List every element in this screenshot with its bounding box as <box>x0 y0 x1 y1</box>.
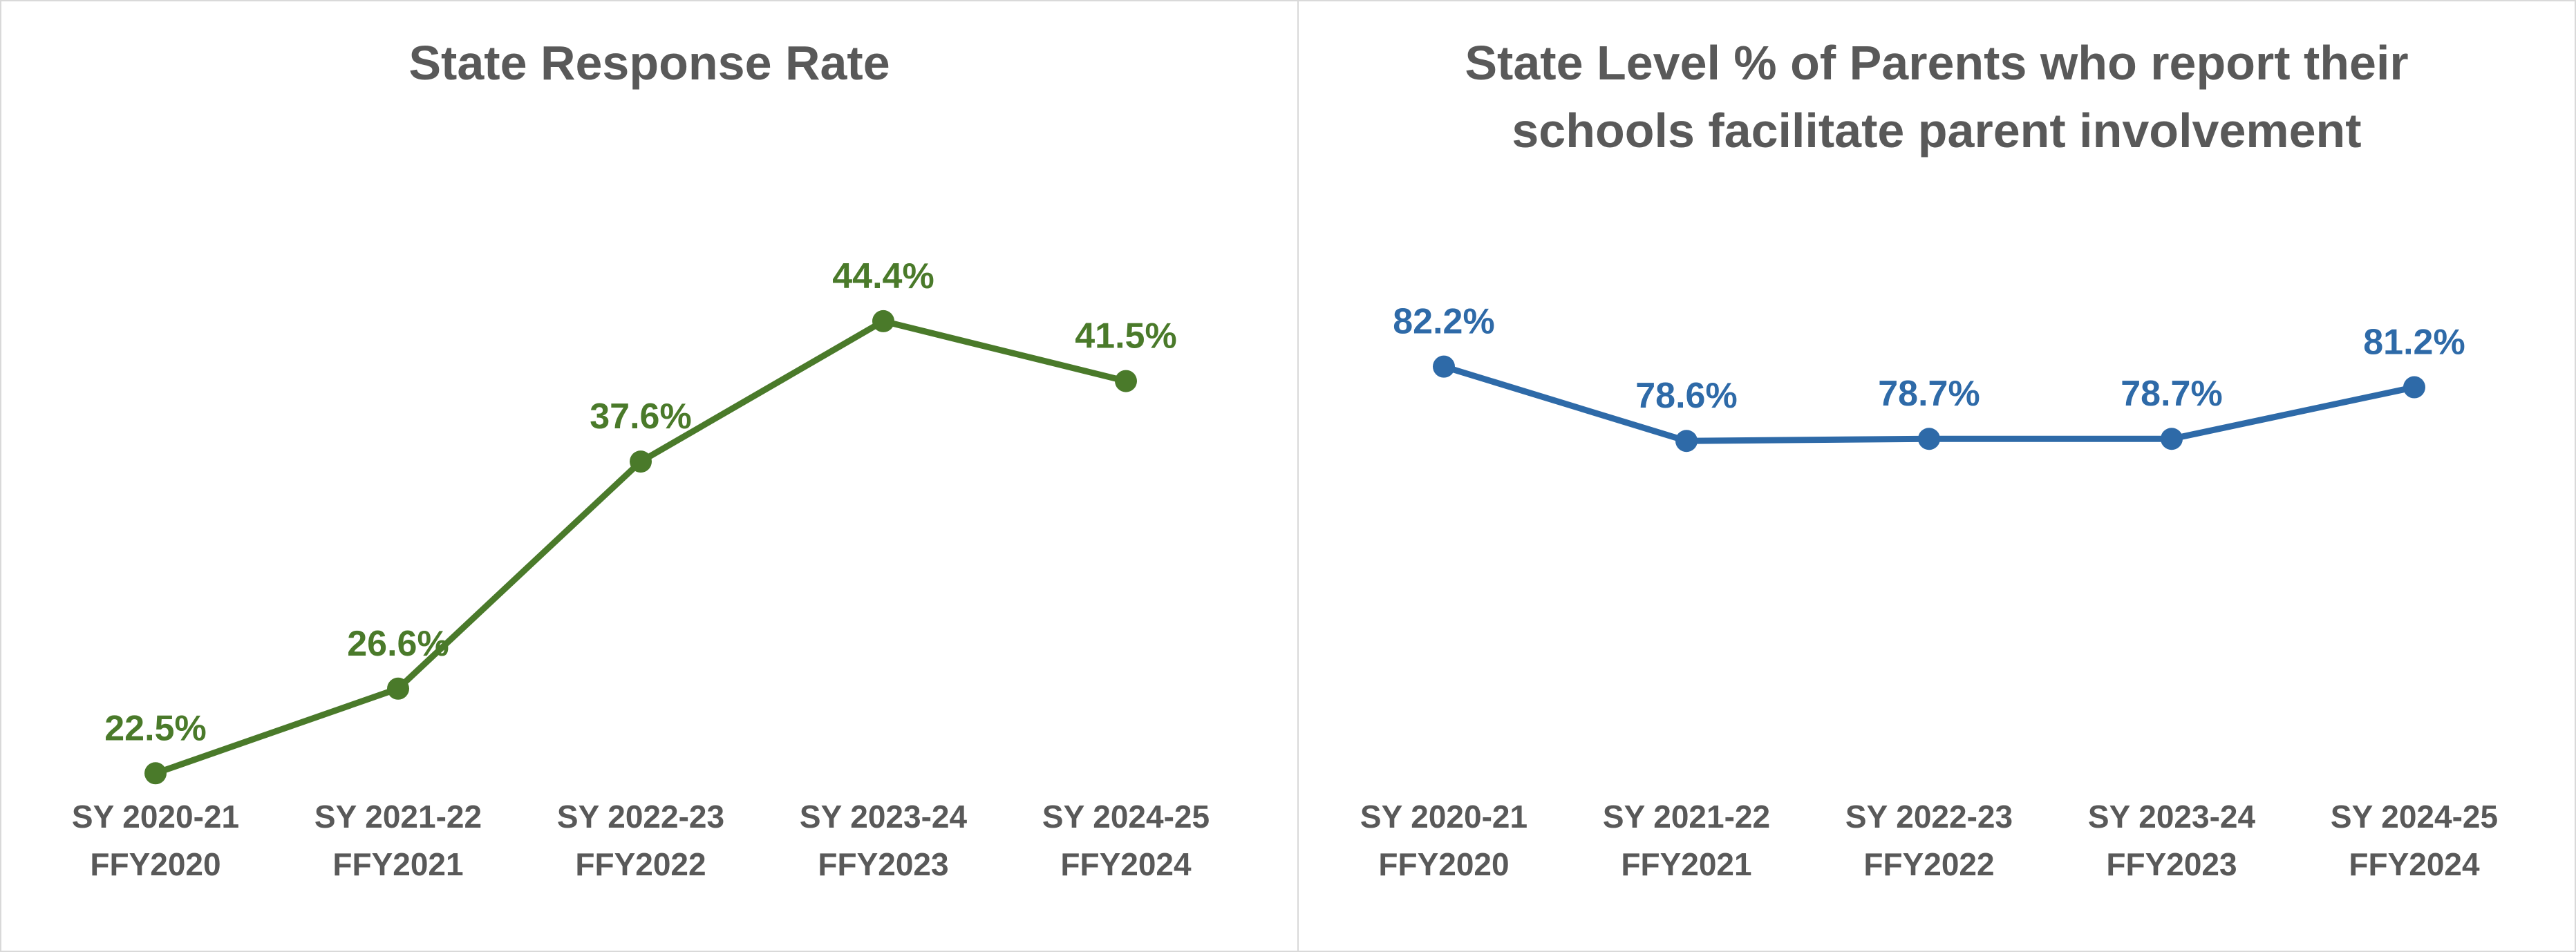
x-tick-label: SY 2024-25 <box>2331 799 2498 835</box>
data-point <box>872 310 894 332</box>
data-point <box>1918 428 1940 450</box>
parent-involvement-plot: 82.2% SY 2020-21 FFY2020 78.6% SY 2021-22 FFY… <box>1360 302 2498 882</box>
x-tick-label: FFY2023 <box>2106 846 2237 882</box>
data-point <box>1433 355 1455 378</box>
parent-involvement-chart: State Level % of Parents who report thei… <box>1297 0 2576 952</box>
data-label: 41.5% <box>1075 316 1176 356</box>
x-tick-label: FFY2020 <box>1378 846 1509 882</box>
x-tick-label: SY 2022-23 <box>1845 799 2013 835</box>
data-label: 26.6% <box>347 624 449 664</box>
data-label: 81.2% <box>2363 323 2465 363</box>
x-tick-label: FFY2024 <box>2349 846 2480 882</box>
data-point <box>144 762 167 785</box>
x-tick-label: SY 2023-24 <box>800 799 968 835</box>
data-label: 82.2% <box>1393 302 1494 342</box>
data-point <box>2403 376 2425 399</box>
x-tick-label: SY 2021-22 <box>1603 799 1770 835</box>
data-point <box>630 450 652 473</box>
data-point <box>1115 370 1137 392</box>
data-label: 78.7% <box>1878 374 1980 414</box>
x-tick-label: FFY2024 <box>1060 846 1192 882</box>
chart-title-line-1: State Level % of Parents who report thei… <box>1465 36 2409 90</box>
x-tick-label: FFY2023 <box>818 846 948 882</box>
x-tick-label: SY 2023-24 <box>2088 799 2256 835</box>
x-tick-label: SY 2024-25 <box>1042 799 1210 835</box>
data-label: 78.6% <box>1635 376 1737 416</box>
x-tick-label: FFY2020 <box>90 846 220 882</box>
x-tick-label: SY 2020-21 <box>1360 799 1527 835</box>
series-line <box>152 318 1129 777</box>
data-label: 78.7% <box>2121 374 2222 414</box>
data-point <box>387 677 409 700</box>
x-tick-label: FFY2021 <box>332 846 463 882</box>
data-label: 22.5% <box>104 708 206 748</box>
chart-title-text: State Response Rate <box>408 36 890 90</box>
chart-title: State Level % of Parents who report thei… <box>1299 29 2575 164</box>
x-tick-label: SY 2020-21 <box>72 799 239 835</box>
x-tick-label: FFY2022 <box>575 846 706 882</box>
x-tick-label: FFY2022 <box>1863 846 1994 882</box>
chart-title: State Response Rate <box>1 29 1297 97</box>
response-rate-chart: State Response Rate 22.5% SY 2020-21 FFY20… <box>0 0 1299 952</box>
x-tick-label: SY 2022-23 <box>557 799 724 835</box>
x-tick-label: FFY2021 <box>1621 846 1751 882</box>
data-point <box>2161 428 2183 450</box>
x-tick-label: SY 2021-22 <box>314 799 482 835</box>
data-label: 44.4% <box>832 256 934 296</box>
chart-title-line-2: schools facilitate parent involvement <box>1512 104 2362 158</box>
data-label: 37.6% <box>590 397 691 437</box>
data-point <box>1675 430 1698 453</box>
response-rate-plot: 22.5% SY 2020-21 FFY2020 26.6% SY 2021-22 FFY… <box>72 256 1210 882</box>
